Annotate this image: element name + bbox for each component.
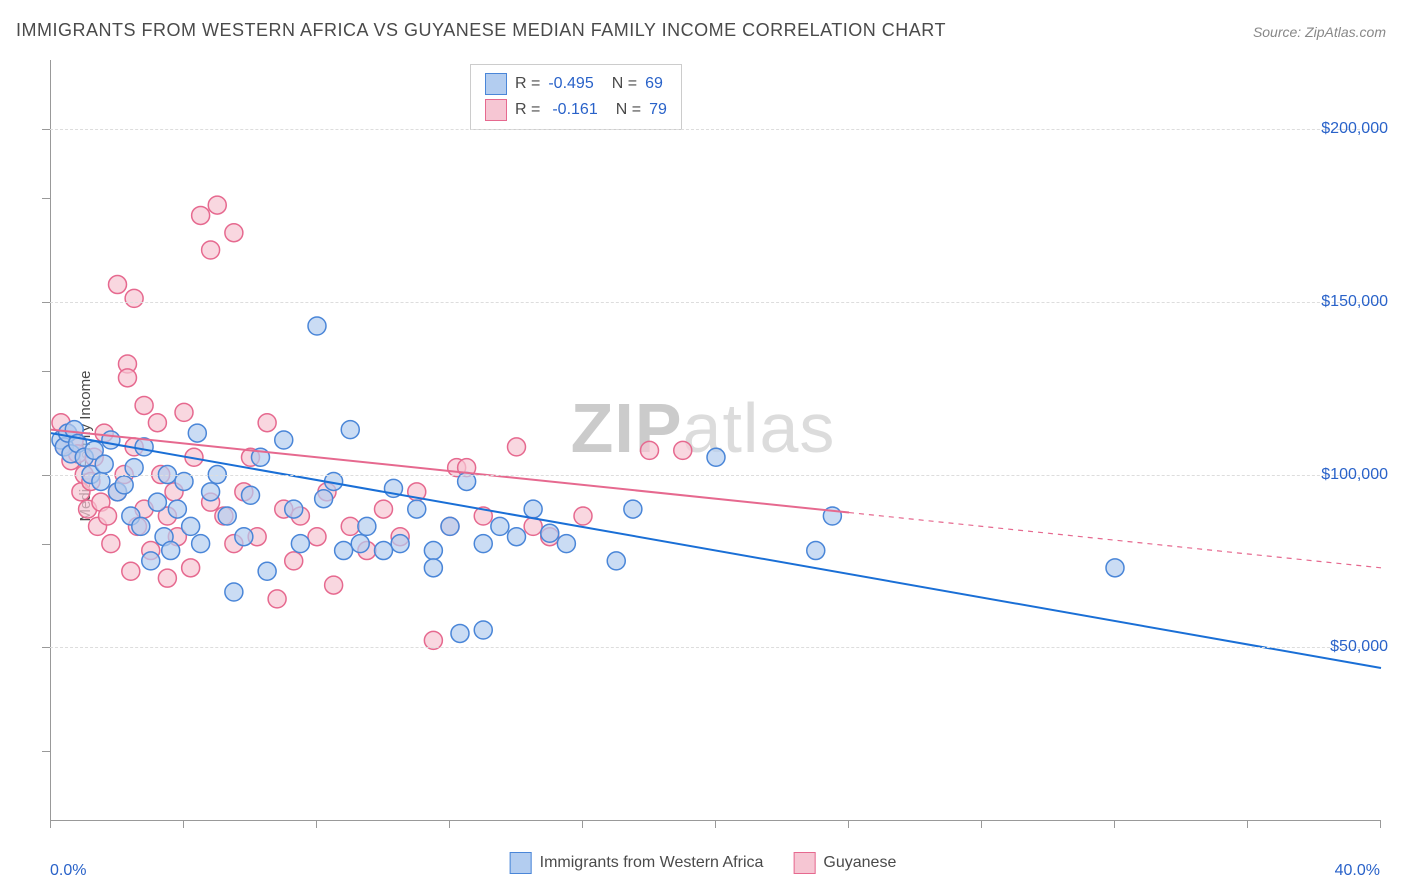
legend-label: Immigrants from Western Africa [540,854,764,872]
x-tick [715,820,716,828]
gridline [50,647,1380,648]
n-value: 69 [645,75,663,93]
n-label: N = [612,75,637,93]
y-tick-label: $100,000 [1321,466,1388,484]
swatch-icon [485,99,507,121]
chart-container: IMMIGRANTS FROM WESTERN AFRICA VS GUYANE… [0,0,1406,892]
legend-item: Guyanese [793,852,896,874]
x-tick [449,820,450,828]
r-value: -0.495 [548,75,593,93]
stats-row-series-1: R = -0.495 N = 69 [485,71,667,97]
y-tick [42,544,50,545]
scatter-svg [51,60,1381,820]
y-tick [42,751,50,752]
x-tick [316,820,317,828]
y-tick [42,475,50,476]
n-label: N = [616,101,641,119]
x-tick [50,820,51,828]
stats-row-series-2: R = -0.161 N = 79 [485,97,667,123]
stats-legend-box: R = -0.495 N = 69 R = -0.161 N = 79 [470,64,682,130]
gridline [50,475,1380,476]
x-tick [1114,820,1115,828]
x-tick [1247,820,1248,828]
r-label: R = [515,101,540,119]
y-tick-label: $200,000 [1321,120,1388,138]
legend-item: Immigrants from Western Africa [510,852,764,874]
y-tick-label: $150,000 [1321,293,1388,311]
x-tick [183,820,184,828]
gridline [50,302,1380,303]
bottom-legend: Immigrants from Western Africa Guyanese [510,852,897,874]
x-axis-max-label: 40.0% [1335,862,1380,880]
y-tick [42,302,50,303]
x-tick [981,820,982,828]
swatch-icon [510,852,532,874]
plot-area [50,60,1381,821]
x-axis-min-label: 0.0% [50,862,86,880]
y-tick [42,129,50,130]
y-tick [42,371,50,372]
swatch-icon [485,73,507,95]
legend-label: Guyanese [823,854,896,872]
source-label: Source: ZipAtlas.com [1253,24,1386,40]
r-value: -0.161 [552,101,597,119]
x-tick [848,820,849,828]
y-tick [42,198,50,199]
y-tick [42,647,50,648]
chart-title: IMMIGRANTS FROM WESTERN AFRICA VS GUYANE… [16,20,946,41]
x-tick [1380,820,1381,828]
gridline [50,129,1380,130]
swatch-icon [793,852,815,874]
x-tick [582,820,583,828]
r-label: R = [515,75,540,93]
y-tick-label: $50,000 [1330,638,1388,656]
n-value: 79 [649,101,667,119]
